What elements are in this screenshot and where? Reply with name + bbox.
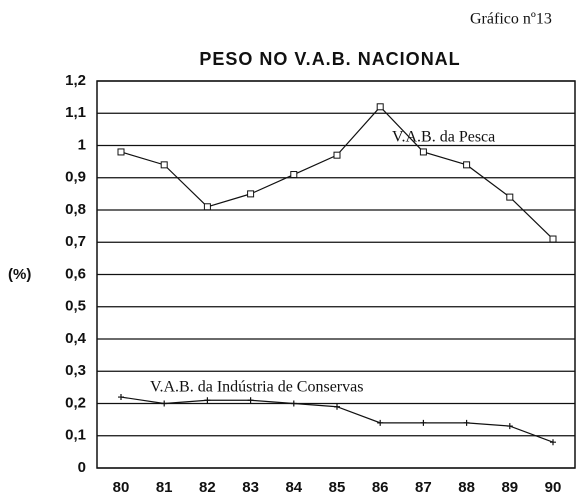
- marker: [160, 161, 168, 169]
- marker: [419, 148, 427, 156]
- marker: [506, 193, 514, 201]
- chart-title: PESO NO V.A.B. NACIONAL: [199, 49, 460, 69]
- series-label: V.A.B. da Pesca: [392, 129, 495, 146]
- marker: [420, 419, 427, 426]
- marker: [204, 397, 211, 404]
- y-tick-label: 0,6: [65, 265, 86, 282]
- marker: [463, 161, 471, 169]
- x-tick-label: 89: [501, 479, 518, 496]
- y-axis-label: (%): [8, 266, 31, 283]
- y-tick-label: 0,8: [65, 201, 86, 218]
- x-tick-label: 87: [415, 479, 432, 496]
- x-tick-label: 80: [113, 479, 130, 496]
- marker: [333, 151, 341, 159]
- marker: [290, 400, 297, 407]
- x-tick-label: 82: [199, 479, 216, 496]
- marker: [549, 235, 557, 243]
- y-tick-label: 0,9: [65, 169, 86, 186]
- x-tick-label: 83: [242, 479, 259, 496]
- y-tick-label: 0,2: [65, 394, 86, 411]
- marker: [117, 148, 125, 156]
- x-tick-label: 86: [372, 479, 389, 496]
- marker: [506, 423, 513, 430]
- y-tick-label: 1,2: [65, 72, 86, 89]
- marker: [247, 397, 254, 404]
- marker: [550, 439, 556, 446]
- x-tick-label: 90: [545, 479, 562, 496]
- y-tick-label: 0,5: [65, 298, 86, 315]
- caption: Gráfico nº13: [470, 11, 552, 28]
- y-tick-label: 0: [78, 459, 86, 476]
- marker: [376, 103, 384, 111]
- x-tick-label: 84: [285, 479, 302, 496]
- series-line: [120, 105, 554, 240]
- marker: [203, 203, 211, 211]
- x-tick-label: 88: [458, 479, 475, 496]
- marker: [161, 400, 168, 407]
- marker: [377, 419, 384, 426]
- y-tick-label: 1,1: [65, 104, 86, 121]
- y-tick-label: 0,7: [65, 233, 86, 250]
- y-tick-label: 0,4: [65, 330, 87, 347]
- y-tick-label: 0,1: [65, 427, 86, 444]
- x-tick-label: 85: [329, 479, 346, 496]
- marker: [334, 403, 340, 410]
- marker: [247, 190, 255, 198]
- marker: [463, 419, 470, 426]
- series-label: V.A.B. da Indústria de Conservas: [150, 379, 363, 396]
- marker: [290, 171, 298, 179]
- y-tick-label: 0,3: [65, 362, 86, 379]
- y-tick-label: 1: [78, 136, 86, 153]
- x-tick-label: 81: [156, 479, 173, 496]
- marker: [118, 394, 124, 401]
